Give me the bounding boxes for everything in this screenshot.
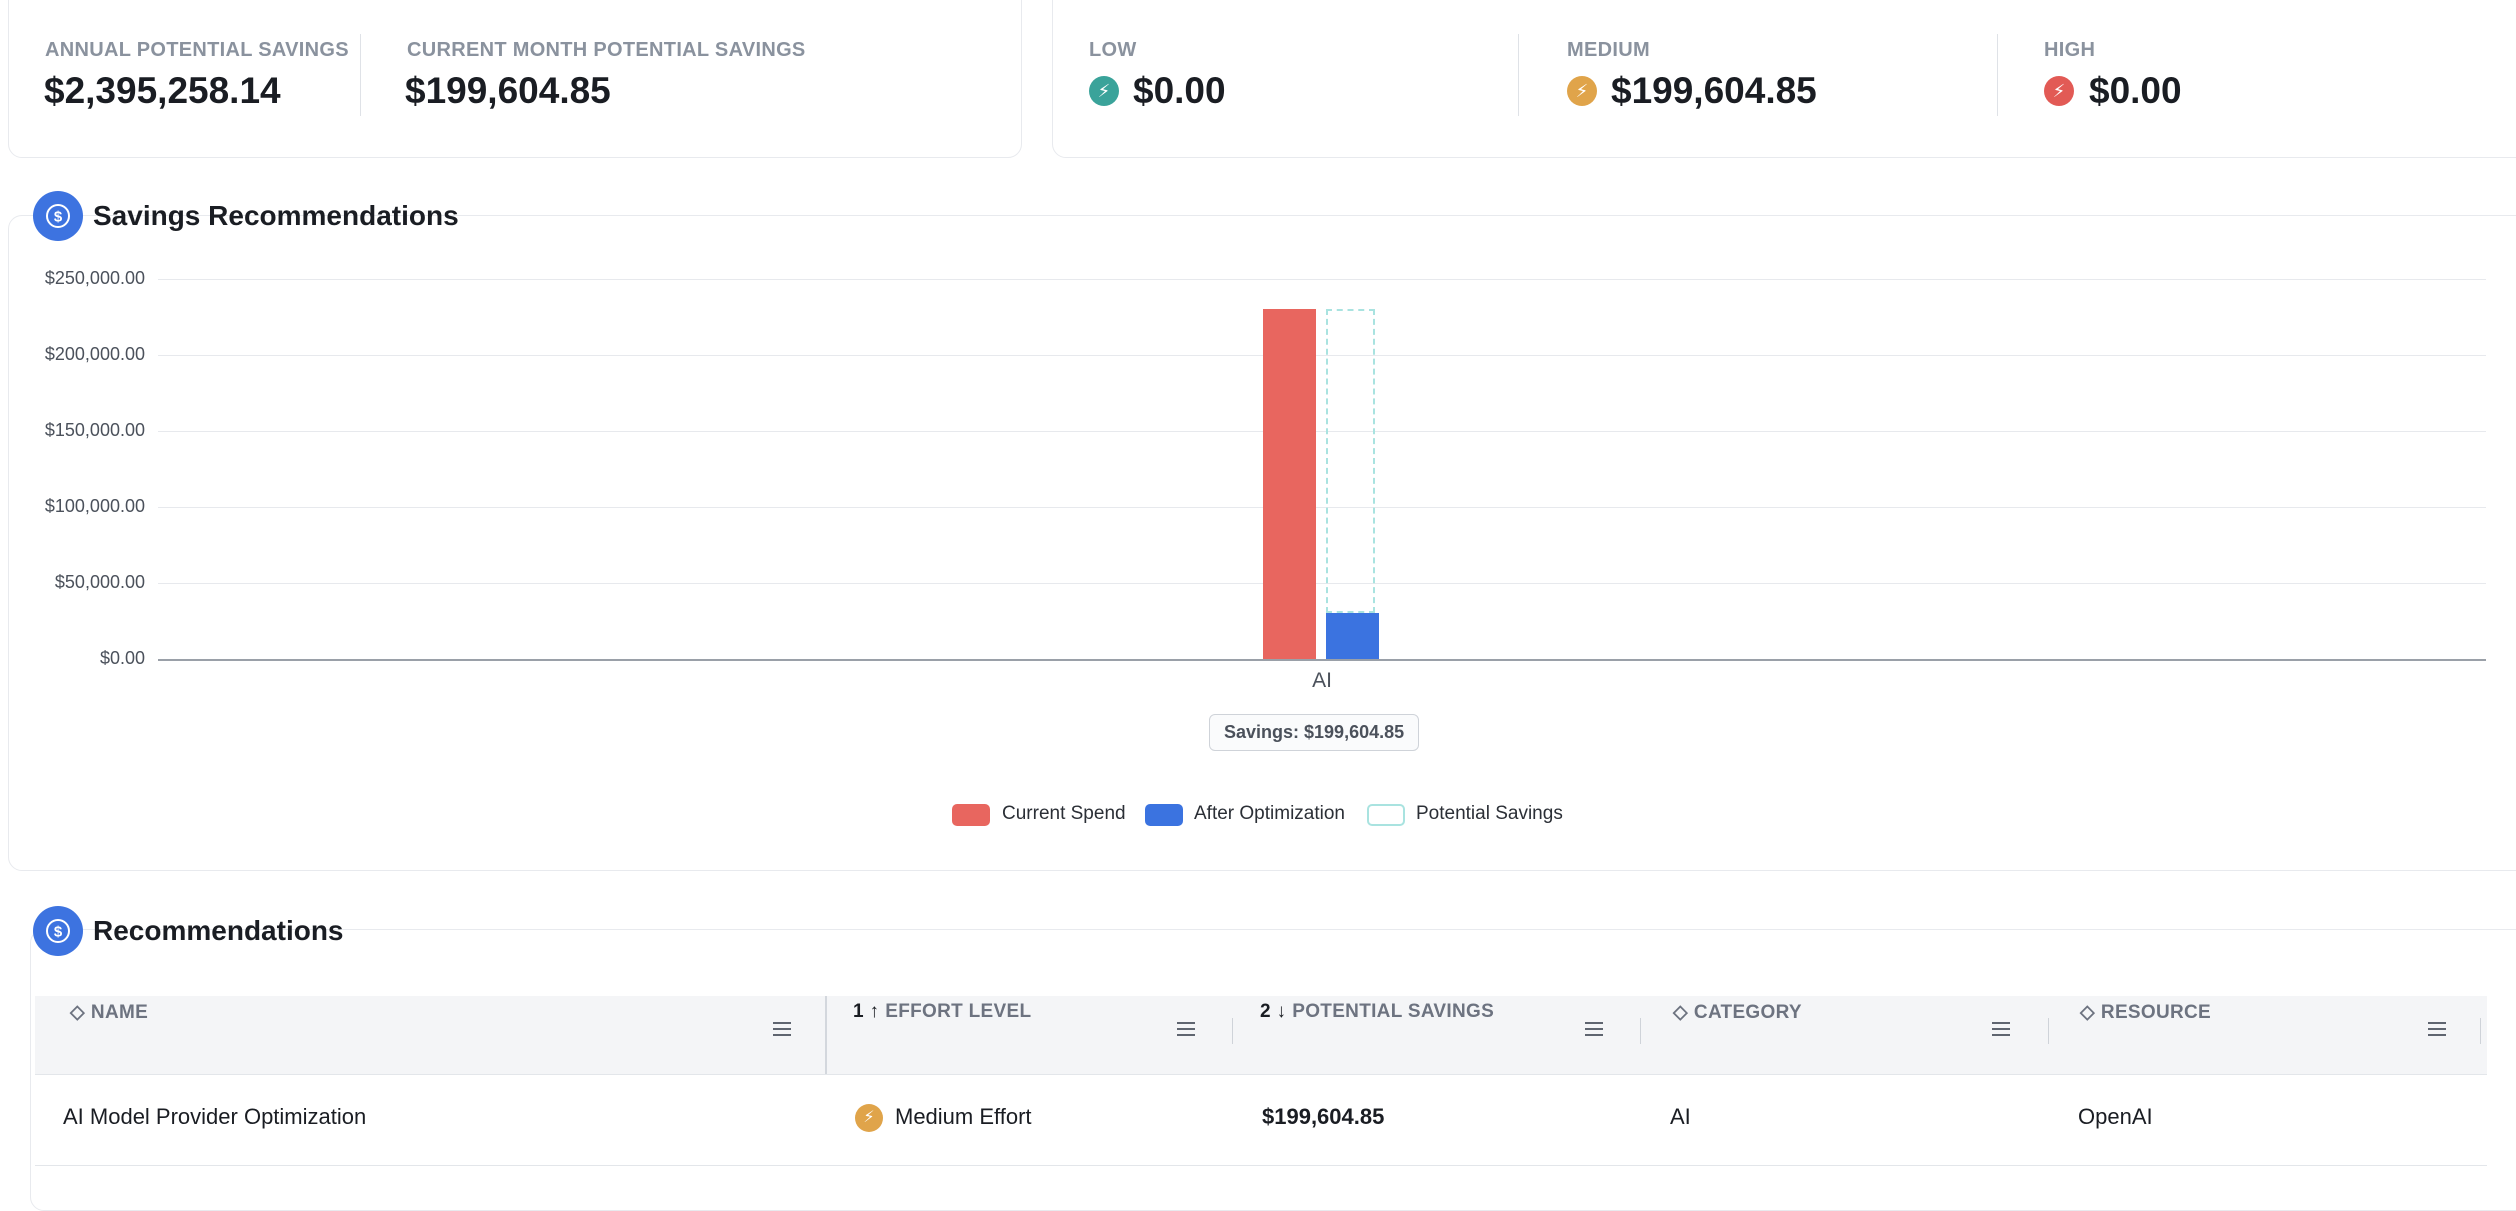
lightning-icon: ⚡︎ (1089, 76, 1119, 106)
y-tick-label: $150,000.00 (44, 420, 145, 440)
lightning-icon: ⚡︎ (2044, 76, 2074, 106)
column-menu-icon[interactable] (1585, 1022, 1603, 1036)
sort-indicator: 1 ↑ (853, 1001, 880, 1022)
legend-label-current-spend[interactable]: Current Spend (1002, 803, 1126, 824)
summary-divider (360, 34, 361, 116)
bar-current-spend[interactable] (1263, 309, 1316, 659)
recommendations-title: Recommendations (93, 915, 344, 946)
cell-effort: Medium Effort (895, 1104, 1032, 1129)
y-tick-label: $200,000.00 (44, 344, 145, 364)
cell-category: AI (1670, 1104, 1691, 1129)
medium-effort-label: MEDIUM (1567, 39, 1650, 61)
column-label: EFFORT LEVEL (885, 1001, 1032, 1022)
column-label: NAME (90, 1002, 149, 1023)
gridline (158, 279, 2486, 280)
savings-summary-card (8, 0, 1022, 158)
column-header-effort-level[interactable]: 1 ↑ EFFORT LEVEL (853, 1001, 1031, 1023)
legend-label-after-optimization[interactable]: After Optimization (1194, 803, 1345, 824)
lightning-icon: ⚡︎ (855, 1104, 883, 1132)
gridline (158, 431, 2486, 432)
column-header-potential-savings[interactable]: 2 ↓ POTENTIAL SAVINGS (1260, 1001, 1494, 1023)
month-savings-label: CURRENT MONTH POTENTIAL SAVINGS (407, 39, 806, 61)
savings-tooltip: Savings: $199,604.85 (1209, 714, 1420, 751)
column-separator[interactable] (1640, 1018, 1641, 1044)
sort-indicator: 2 ↓ (1260, 1001, 1287, 1022)
sort-icon: ◇ (1673, 1002, 1688, 1023)
low-effort-value: $0.00 (1133, 70, 1226, 111)
y-tick-label: $100,000.00 (44, 496, 145, 516)
column-menu-icon[interactable] (1992, 1022, 2010, 1036)
column-header-name[interactable]: ◇ NAME (70, 1001, 148, 1024)
savings-section-title: Savings Recommendations (93, 200, 459, 231)
effort-divider (1997, 34, 1998, 116)
table-header (35, 996, 2487, 1075)
high-effort-label: HIGH (2044, 39, 2096, 61)
bar-after-optimization[interactable] (1326, 612, 1379, 659)
medium-effort-value: $199,604.85 (1611, 70, 1817, 111)
cell-potential-savings: $199,604.85 (1262, 1104, 1385, 1129)
column-label: POTENTIAL SAVINGS (1292, 1001, 1495, 1022)
column-menu-icon[interactable] (1177, 1022, 1195, 1036)
low-effort-label: LOW (1089, 39, 1137, 61)
high-effort-value: $0.00 (2089, 70, 2182, 111)
gridline (158, 507, 2486, 508)
effort-summary-card (1052, 0, 2516, 158)
savings-chart-card (8, 215, 2516, 871)
legend-swatch-after-optimization (1145, 804, 1183, 826)
column-menu-icon[interactable] (2428, 1022, 2446, 1036)
column-separator[interactable] (1232, 1018, 1233, 1044)
column-divider[interactable] (825, 996, 827, 1074)
column-separator[interactable] (2048, 1018, 2049, 1044)
column-menu-icon[interactable] (773, 1022, 791, 1036)
column-separator[interactable] (2480, 1018, 2481, 1044)
y-tick-label: $0.00 (99, 648, 145, 668)
dollar-circle-icon: $ (33, 906, 83, 956)
annual-savings-value: $2,395,258.14 (44, 70, 281, 111)
column-header-resource[interactable]: ◇ RESOURCE (2080, 1001, 2211, 1024)
gridline (158, 583, 2486, 584)
x-axis-line (158, 659, 2486, 661)
sort-icon: ◇ (70, 1002, 85, 1023)
cell-name: AI Model Provider Optimization (63, 1104, 367, 1129)
x-tick-label: AI (1312, 669, 1332, 692)
month-savings-value: $199,604.85 (405, 70, 611, 111)
sort-icon: ◇ (2080, 1002, 2095, 1023)
svg-text:$: $ (54, 924, 63, 941)
svg-text:$: $ (54, 209, 63, 226)
column-header-category[interactable]: ◇ CATEGORY (1673, 1001, 1802, 1024)
cell-resource: OpenAI (2078, 1104, 2153, 1129)
column-label: CATEGORY (1693, 1002, 1802, 1023)
column-label: RESOURCE (2100, 1002, 2212, 1023)
dollar-circle-icon: $ (33, 191, 83, 241)
legend-swatch-potential-savings (1367, 804, 1405, 826)
y-tick-label: $250,000.00 (44, 268, 145, 288)
annual-savings-label: ANNUAL POTENTIAL SAVINGS (45, 39, 349, 61)
bar-potential-savings[interactable] (1326, 309, 1375, 613)
legend-swatch-current-spend (952, 804, 990, 826)
effort-divider (1518, 34, 1519, 116)
y-tick-label: $50,000.00 (54, 572, 145, 592)
lightning-icon: ⚡︎ (1567, 76, 1597, 106)
legend-label-potential-savings[interactable]: Potential Savings (1416, 803, 1563, 824)
gridline (158, 355, 2486, 356)
table-row[interactable] (35, 1075, 2487, 1166)
